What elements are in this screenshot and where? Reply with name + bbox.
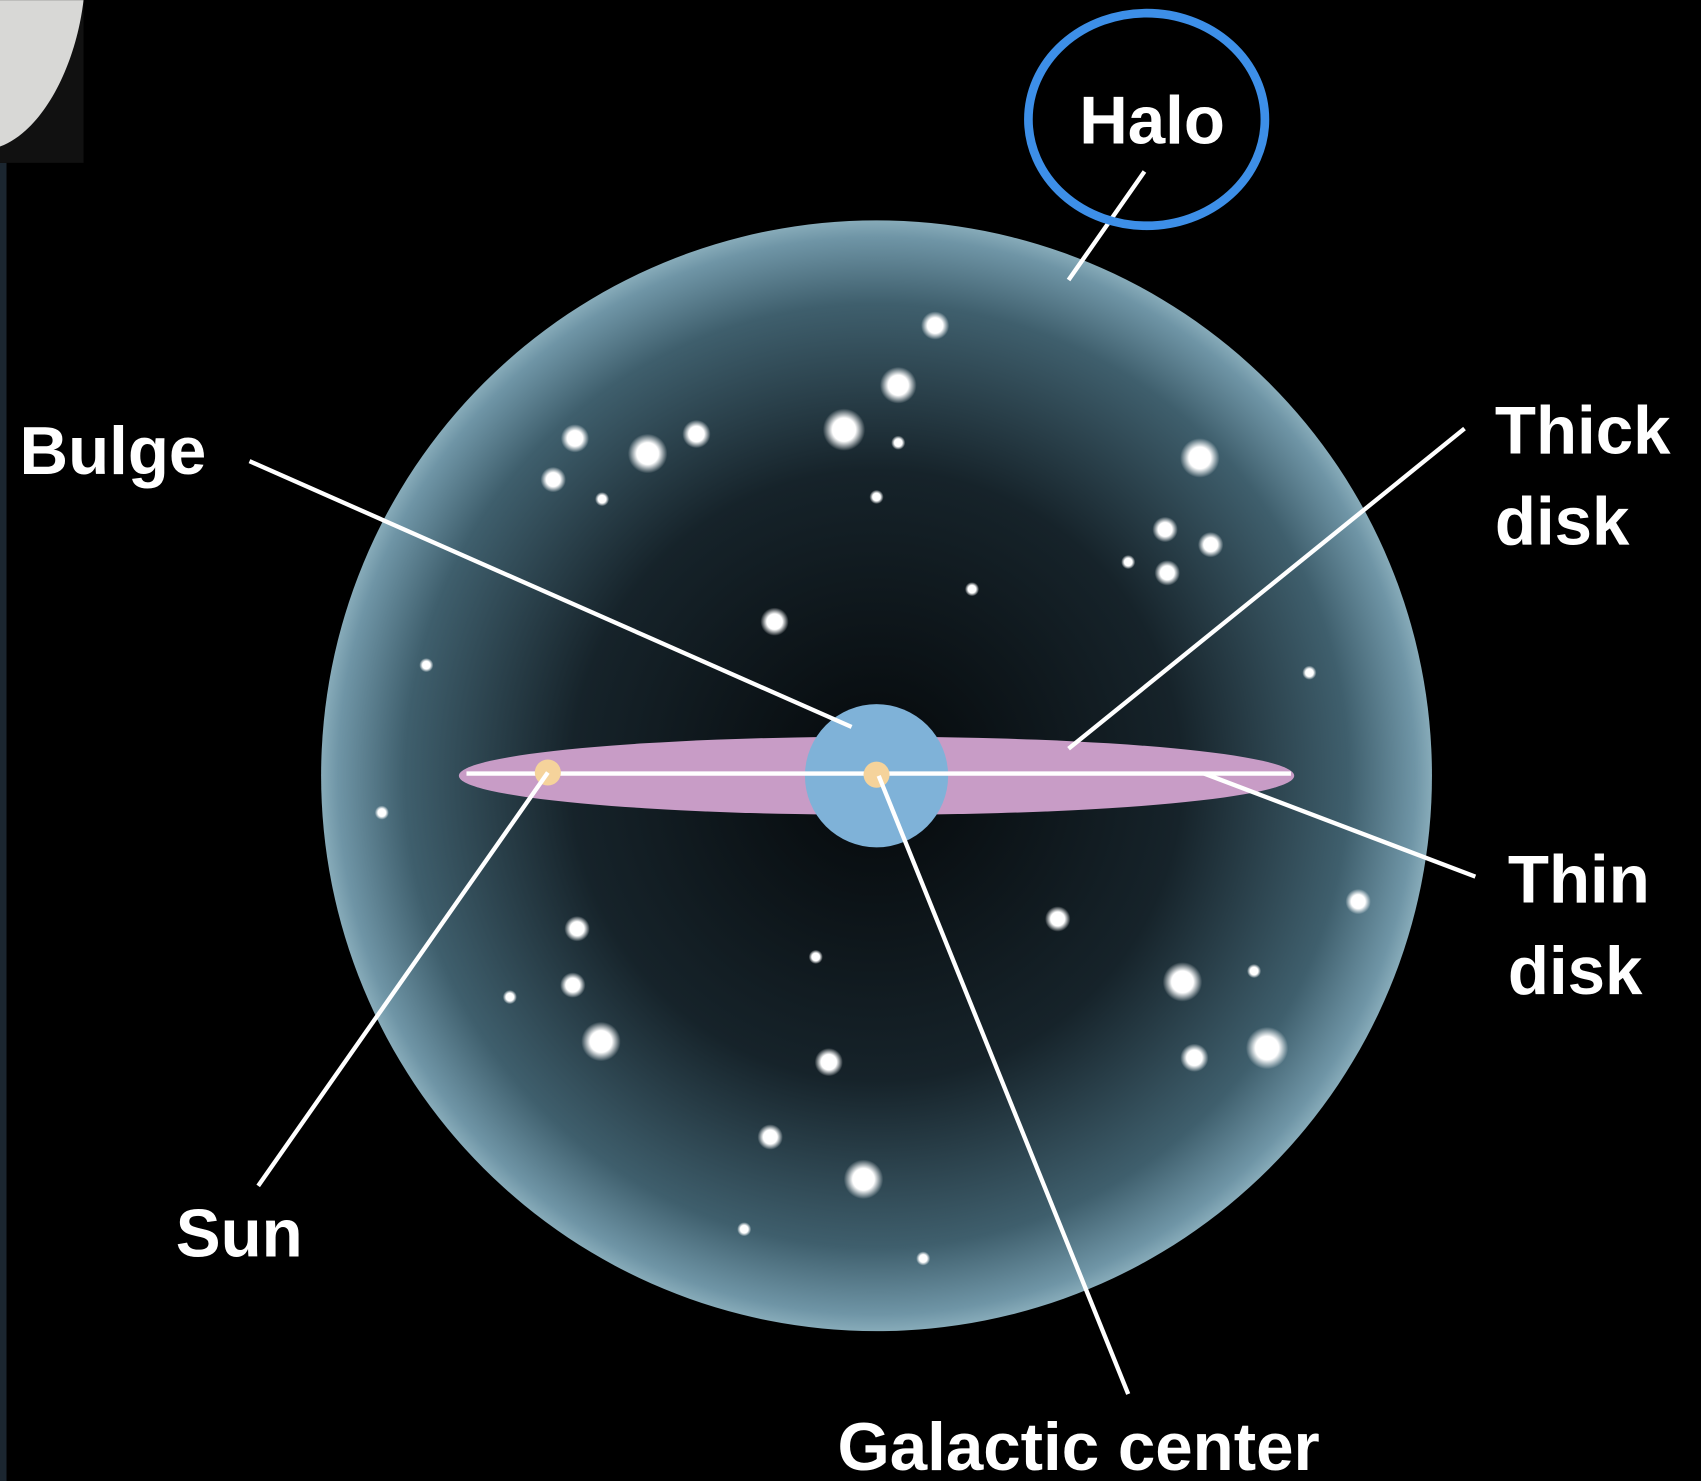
left-edge: [0, 162, 7, 1481]
star: [627, 433, 668, 474]
star: [879, 366, 917, 404]
highlight-circle: [1024, 8, 1270, 231]
halo-leader: [1066, 170, 1147, 282]
star: [682, 419, 711, 449]
star: [1180, 438, 1220, 478]
center-leader: [876, 774, 1131, 1395]
star: [869, 489, 884, 505]
star: [916, 1251, 931, 1266]
star: [1154, 560, 1180, 586]
star: [1162, 962, 1203, 1002]
thin-disk-leader: [1203, 771, 1477, 879]
halo-label: Halo: [1079, 83, 1225, 158]
label-line: Thick: [1495, 394, 1671, 469]
label-line: Sun: [176, 1196, 303, 1271]
star: [757, 1124, 783, 1150]
star: [921, 311, 950, 340]
star: [1045, 906, 1071, 932]
star: [560, 972, 586, 998]
star: [560, 424, 590, 453]
label-line: disk: [1508, 934, 1643, 1009]
star: [581, 1021, 621, 1062]
corner-image: [0, 0, 84, 147]
star: [814, 1048, 843, 1077]
star: [419, 658, 434, 673]
star: [595, 492, 610, 507]
star: [1121, 554, 1136, 570]
label-line: Galactic center: [837, 1410, 1319, 1481]
thick-disk-leader: [1067, 426, 1466, 751]
thin-disk-label: Thin disk: [1508, 843, 1650, 1009]
star: [1302, 665, 1317, 680]
star: [1197, 531, 1224, 558]
star: [843, 1159, 884, 1200]
star: [891, 435, 906, 450]
star: [540, 466, 566, 493]
center-dot: [863, 761, 890, 788]
label-line: Thin: [1508, 843, 1650, 918]
star: [964, 582, 980, 597]
bulge-leader: [248, 459, 853, 729]
star: [822, 408, 866, 451]
label-line: Halo: [1079, 83, 1225, 158]
star: [502, 990, 517, 1005]
stars: [374, 311, 1371, 1266]
thick-disk-label: Thick disk: [1495, 394, 1671, 560]
sun-dot: [534, 759, 561, 786]
star: [374, 805, 389, 820]
star: [1152, 516, 1178, 543]
sun-leader: [256, 771, 550, 1188]
star: [737, 1222, 752, 1237]
star: [808, 949, 823, 964]
star: [564, 916, 590, 942]
star: [1245, 1026, 1289, 1070]
leader-lines: [248, 170, 1477, 1395]
label-line: disk: [1495, 485, 1630, 560]
star: [1247, 963, 1262, 979]
label-line: Bulge: [20, 414, 207, 489]
galactic-center-label: Galactic center: [837, 1410, 1319, 1481]
sun-label: Sun: [176, 1196, 303, 1271]
star: [1180, 1043, 1209, 1072]
bulge-label: Bulge: [20, 414, 207, 489]
star: [1345, 888, 1371, 915]
star: [760, 607, 789, 636]
